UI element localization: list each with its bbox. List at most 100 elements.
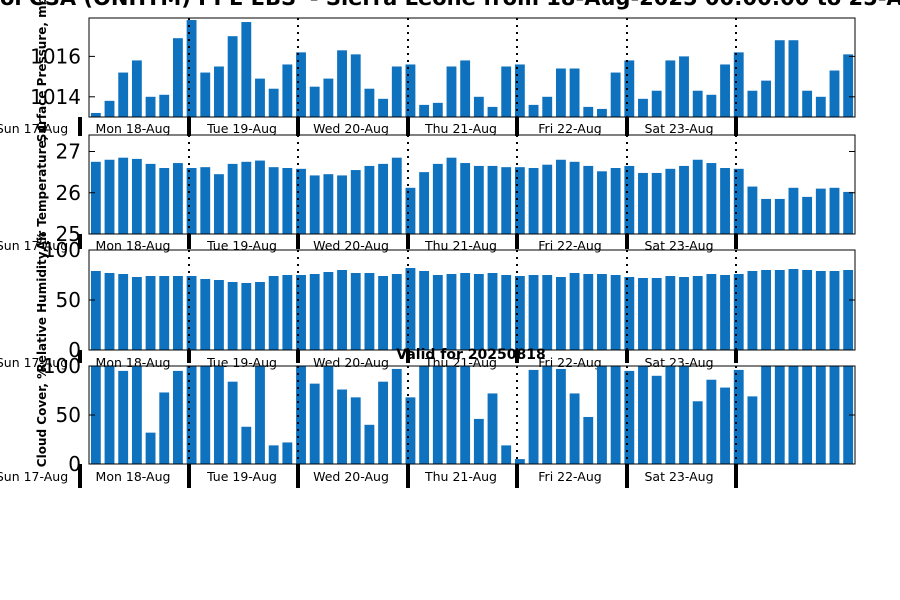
bar xyxy=(720,275,730,350)
bar xyxy=(186,366,197,464)
bar xyxy=(528,369,539,464)
bar xyxy=(747,271,758,350)
y-tick-label: 100 xyxy=(43,238,81,262)
bar xyxy=(624,165,635,234)
bar xyxy=(296,275,306,350)
bar xyxy=(405,187,416,234)
bar xyxy=(131,60,142,117)
bar xyxy=(733,168,744,234)
bar xyxy=(309,175,320,234)
bar xyxy=(815,366,826,464)
bar xyxy=(337,389,347,464)
bar-series xyxy=(90,268,854,350)
bar xyxy=(733,274,744,350)
bar xyxy=(323,78,334,117)
bar xyxy=(815,271,826,350)
x-tick-label: Mon 18-Aug xyxy=(96,121,171,136)
bar xyxy=(391,368,402,464)
bar xyxy=(774,198,785,234)
bar xyxy=(583,416,594,464)
bar xyxy=(241,283,252,350)
bar xyxy=(651,90,662,117)
bar xyxy=(583,106,594,117)
bar xyxy=(747,396,758,464)
x-tick-label: Fri 22-Aug xyxy=(538,469,601,484)
bar xyxy=(186,168,197,234)
bar xyxy=(172,370,183,464)
bar xyxy=(200,167,211,234)
bar xyxy=(501,167,512,234)
bar xyxy=(843,366,854,464)
bar xyxy=(172,38,183,117)
bar xyxy=(214,280,224,350)
bar xyxy=(774,366,785,464)
bar xyxy=(145,276,156,350)
y-tick-label: 26 xyxy=(56,181,81,205)
y-tick-label: 25 xyxy=(56,222,81,246)
y-tick-label: 50 xyxy=(56,288,81,312)
bar xyxy=(706,379,717,464)
x-tick-label: Sat 23-Aug xyxy=(644,238,713,253)
bar xyxy=(186,20,197,117)
bar xyxy=(501,66,512,117)
bar xyxy=(542,164,553,234)
x-tick-label: Tue 19-Aug xyxy=(206,238,277,253)
bar xyxy=(473,418,484,464)
x-tick-label: Fri 22-Aug xyxy=(538,238,601,253)
bar xyxy=(118,274,129,350)
valid-date-label: Valid for 20250818 xyxy=(396,347,545,363)
bar xyxy=(501,275,512,350)
bar xyxy=(555,277,566,350)
bar xyxy=(241,22,252,117)
y-tick-label: 50 xyxy=(56,403,81,427)
bar xyxy=(131,366,142,464)
bar xyxy=(378,381,389,464)
bar xyxy=(118,157,129,234)
bar xyxy=(391,274,402,350)
bar xyxy=(131,158,142,234)
plot-frame xyxy=(88,134,856,235)
bar xyxy=(350,170,361,234)
bar xyxy=(624,277,635,350)
bar xyxy=(583,274,594,350)
bar xyxy=(802,90,813,117)
bar xyxy=(720,387,730,464)
bar xyxy=(391,157,402,234)
bar xyxy=(761,80,772,117)
bar xyxy=(419,366,430,464)
bar xyxy=(159,168,170,234)
bar xyxy=(747,186,758,234)
bar xyxy=(829,70,840,117)
bar xyxy=(706,274,717,350)
bar xyxy=(597,108,607,117)
bar xyxy=(268,445,279,464)
x-tick-label: Mon 18-Aug xyxy=(96,469,171,484)
bar xyxy=(227,36,238,117)
bar xyxy=(788,366,799,464)
bar xyxy=(323,366,334,464)
bar xyxy=(542,275,553,350)
bar xyxy=(446,157,457,234)
bar xyxy=(597,366,607,464)
bar xyxy=(282,275,293,350)
x-tick-label: Sat 23-Aug xyxy=(644,121,713,136)
bar xyxy=(241,161,252,234)
y-tick-label: 0 xyxy=(68,338,81,362)
bar xyxy=(802,366,813,464)
bar xyxy=(255,366,265,464)
bar xyxy=(90,366,101,464)
bar xyxy=(391,66,402,117)
bar xyxy=(706,163,717,234)
bar xyxy=(638,172,648,234)
bar xyxy=(569,161,580,234)
bar xyxy=(460,273,471,350)
y-axis-label: Cloud Cover, % xyxy=(35,367,49,467)
bar xyxy=(473,96,484,117)
bar xyxy=(720,64,730,117)
bar xyxy=(665,276,676,350)
bar xyxy=(227,282,238,350)
bar xyxy=(296,168,306,234)
bar xyxy=(665,168,676,234)
bar xyxy=(829,271,840,350)
bar xyxy=(378,98,389,117)
